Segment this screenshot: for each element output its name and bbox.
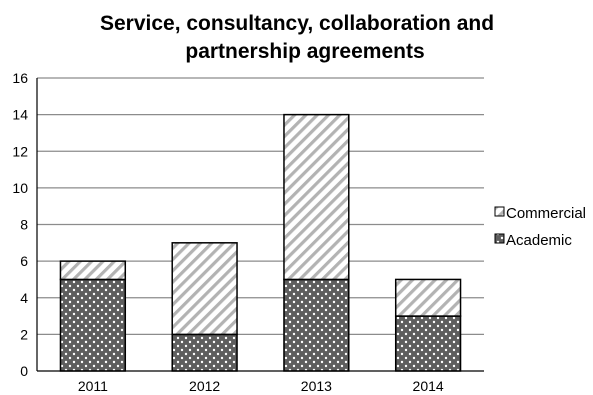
bar-commercial-2014	[394, 278, 462, 317]
legend-swatch-academic	[494, 233, 505, 244]
chart-title-line-2: partnership agreements	[185, 40, 424, 63]
x-tick-label: 2011	[78, 378, 108, 394]
legend-label-commercial: Commercial	[506, 205, 586, 222]
bar-academic-2011	[59, 278, 127, 372]
bar-academic-2013	[283, 278, 350, 372]
y-axis-tick-labels: 0 2 4 6 8 10 12 14 16	[12, 70, 28, 379]
x-tick-label: 2013	[301, 378, 332, 394]
y-tick-label: 8	[20, 217, 28, 233]
legend-label-academic: Academic	[506, 232, 572, 249]
y-tick-label: 4	[20, 290, 28, 306]
x-tick-label: 2012	[189, 378, 220, 394]
x-axis-tick-labels: 2011 2012 2013 2014	[78, 378, 444, 394]
y-tick-label: 2	[20, 326, 28, 342]
y-tick-label: 16	[12, 70, 28, 86]
bar-academic-2014	[394, 315, 462, 372]
bar-commercial-2013	[283, 113, 350, 281]
y-tick-label: 12	[12, 143, 28, 159]
bar-commercial-2011	[59, 260, 127, 281]
chart-title-line-1: Service, consultancy, collaboration and	[100, 12, 494, 35]
y-tick-label: 6	[20, 253, 28, 269]
chart-title: Service, consultancy, collaboration and …	[100, 12, 494, 63]
y-tick-label: 0	[20, 363, 28, 379]
bar-commercial-2012	[171, 242, 238, 336]
y-tick-label: 10	[12, 180, 28, 196]
legend-swatch-commercial	[494, 206, 505, 217]
x-tick-label: 2014	[413, 378, 444, 394]
y-tick-label: 14	[12, 107, 28, 123]
legend: Commercial Academic	[494, 205, 586, 249]
bars	[59, 113, 462, 372]
bar-academic-2012	[171, 333, 238, 372]
